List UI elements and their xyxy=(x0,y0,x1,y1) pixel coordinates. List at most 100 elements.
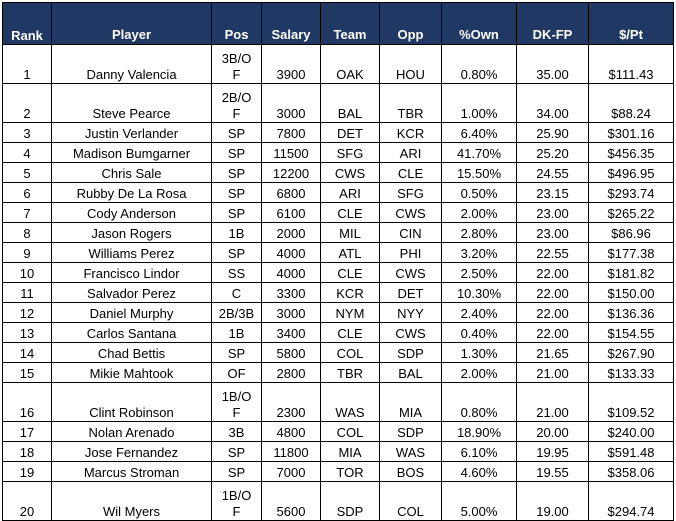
cell-own: 4.60% xyxy=(441,461,517,482)
cell-opp: MIA xyxy=(379,382,442,422)
cell-team: DET xyxy=(320,122,380,143)
cell-team: CWS xyxy=(320,162,380,183)
cell-opp: CLE xyxy=(379,162,442,183)
cell-player: Justin Verlander xyxy=(51,122,212,143)
cell-rank: 17 xyxy=(2,421,52,442)
cell-rank: 12 xyxy=(2,302,52,323)
cell-dkfp: 19.55 xyxy=(516,461,589,482)
cell-salary: 3000 xyxy=(261,83,321,123)
cell-dkfp: 19.00 xyxy=(516,481,589,521)
cell-dkfp: 19.95 xyxy=(516,441,589,462)
table-row: 8 Jason Rogers 1B 2000 MIL CIN 2.80% 23.00 $86.9… xyxy=(2,222,674,243)
cell-salary: 11500 xyxy=(261,142,321,163)
cell-own: 41.70% xyxy=(441,142,517,163)
cell-player: Rubby De La Rosa xyxy=(51,182,212,203)
cell-dkfp: 22.55 xyxy=(516,242,589,263)
header-ppt: $/Pt xyxy=(588,2,674,45)
cell-team: SDP xyxy=(320,481,380,521)
cell-opp: ARI xyxy=(379,142,442,163)
cell-pos: SP xyxy=(211,162,262,183)
cell-ppt: $88.24 xyxy=(588,83,674,123)
cell-player: Madison Bumgarner xyxy=(51,142,212,163)
header-pos: Pos xyxy=(211,2,262,45)
cell-own: 3.20% xyxy=(441,242,517,263)
cell-dkfp: 21.00 xyxy=(516,362,589,383)
cell-ppt: $294.74 xyxy=(588,481,674,521)
cell-dkfp: 20.00 xyxy=(516,421,589,442)
cell-opp: NYY xyxy=(379,302,442,323)
cell-ppt: $496.95 xyxy=(588,162,674,183)
cell-dkfp: 25.90 xyxy=(516,122,589,143)
cell-ppt: $150.00 xyxy=(588,282,674,303)
cell-player: Jose Fernandez xyxy=(51,441,212,462)
cell-opp: WAS xyxy=(379,441,442,462)
cell-rank: 9 xyxy=(2,242,52,263)
cell-player: Jason Rogers xyxy=(51,222,212,243)
cell-own: 5.00% xyxy=(441,481,517,521)
cell-rank: 8 xyxy=(2,222,52,243)
table-row: 4 Madison Bumgarner SP 11500 SFG ARI 41.70% 25.… xyxy=(2,142,674,163)
table-row: 6 Rubby De La Rosa SP 6800 ARI SFG 0.50% 23.15 $… xyxy=(2,182,674,203)
cell-pos: 1B xyxy=(211,222,262,243)
cell-player: Wil Myers xyxy=(51,481,212,521)
cell-rank: 6 xyxy=(2,182,52,203)
cell-pos: SP xyxy=(211,122,262,143)
table-row: 12 Daniel Murphy 2B/3B 3000 NYM NYY 2.40% 22.00… xyxy=(2,302,674,323)
cell-opp: KCR xyxy=(379,122,442,143)
cell-team: CLE xyxy=(320,322,380,343)
header-team: Team xyxy=(320,2,380,45)
cell-pos: SP xyxy=(211,182,262,203)
cell-pos: 3B xyxy=(211,421,262,442)
cell-player: Clint Robinson xyxy=(51,382,212,422)
cell-opp: BAL xyxy=(379,362,442,383)
table-row: 3 Justin Verlander SP 7800 DET KCR 6.40% 25.90 $… xyxy=(2,122,674,143)
cell-salary: 7000 xyxy=(261,461,321,482)
cell-pos: SP xyxy=(211,441,262,462)
cell-own: 2.00% xyxy=(441,362,517,383)
cell-ppt: $265.22 xyxy=(588,202,674,223)
cell-rank: 19 xyxy=(2,461,52,482)
cell-own: 6.10% xyxy=(441,441,517,462)
table-row: 19 Marcus Stroman SP 7000 TOR BOS 4.60% 19.55 $3… xyxy=(2,461,674,482)
cell-opp: HOU xyxy=(379,44,442,84)
cell-ppt: $301.16 xyxy=(588,122,674,143)
cell-ppt: $109.52 xyxy=(588,382,674,422)
table-row: 7 Cody Anderson SP 6100 CLE CWS 2.00% 23.00 $265… xyxy=(2,202,674,223)
cell-own: 0.80% xyxy=(441,44,517,84)
cell-opp: COL xyxy=(379,481,442,521)
cell-team: CLE xyxy=(320,262,380,283)
cell-salary: 6100 xyxy=(261,202,321,223)
cell-pos: 3B/O F xyxy=(211,44,262,84)
table-row: 10 Francisco Lindor SS 4000 CLE CWS 2.50% 22.00… xyxy=(2,262,674,283)
cell-opp: DET xyxy=(379,282,442,303)
cell-pos: 1B/O F xyxy=(211,481,262,521)
cell-salary: 4800 xyxy=(261,421,321,442)
cell-dkfp: 22.00 xyxy=(516,322,589,343)
cell-dkfp: 25.20 xyxy=(516,142,589,163)
header-opp: Opp xyxy=(379,2,442,45)
cell-own: 1.00% xyxy=(441,83,517,123)
table-row: 1 Danny Valencia 3B/O F 3900 OAK HOU 0.80% 35.00… xyxy=(2,44,674,84)
cell-team: SFG xyxy=(320,142,380,163)
cell-team: CLE xyxy=(320,202,380,223)
cell-own: 0.40% xyxy=(441,322,517,343)
cell-own: 2.00% xyxy=(441,202,517,223)
cell-rank: 3 xyxy=(2,122,52,143)
cell-salary: 5600 xyxy=(261,481,321,521)
cell-team: COL xyxy=(320,421,380,442)
cell-rank: 20 xyxy=(2,481,52,521)
cell-rank: 1 xyxy=(2,44,52,84)
cell-opp: SFG xyxy=(379,182,442,203)
header-row: Rank Player Pos Salary Team Opp %Own DK-… xyxy=(2,2,674,45)
cell-dkfp: 22.00 xyxy=(516,262,589,283)
cell-own: 2.50% xyxy=(441,262,517,283)
cell-own: 18.90% xyxy=(441,421,517,442)
header-rank: Rank xyxy=(2,2,52,45)
cell-dkfp: 21.65 xyxy=(516,342,589,363)
cell-team: ARI xyxy=(320,182,380,203)
cell-opp: TBR xyxy=(379,83,442,123)
table-row: 16 Clint Robinson 1B/O F 2300 WAS MIA 0.80% 21.0… xyxy=(2,382,674,422)
cell-team: NYM xyxy=(320,302,380,323)
cell-salary: 6800 xyxy=(261,182,321,203)
